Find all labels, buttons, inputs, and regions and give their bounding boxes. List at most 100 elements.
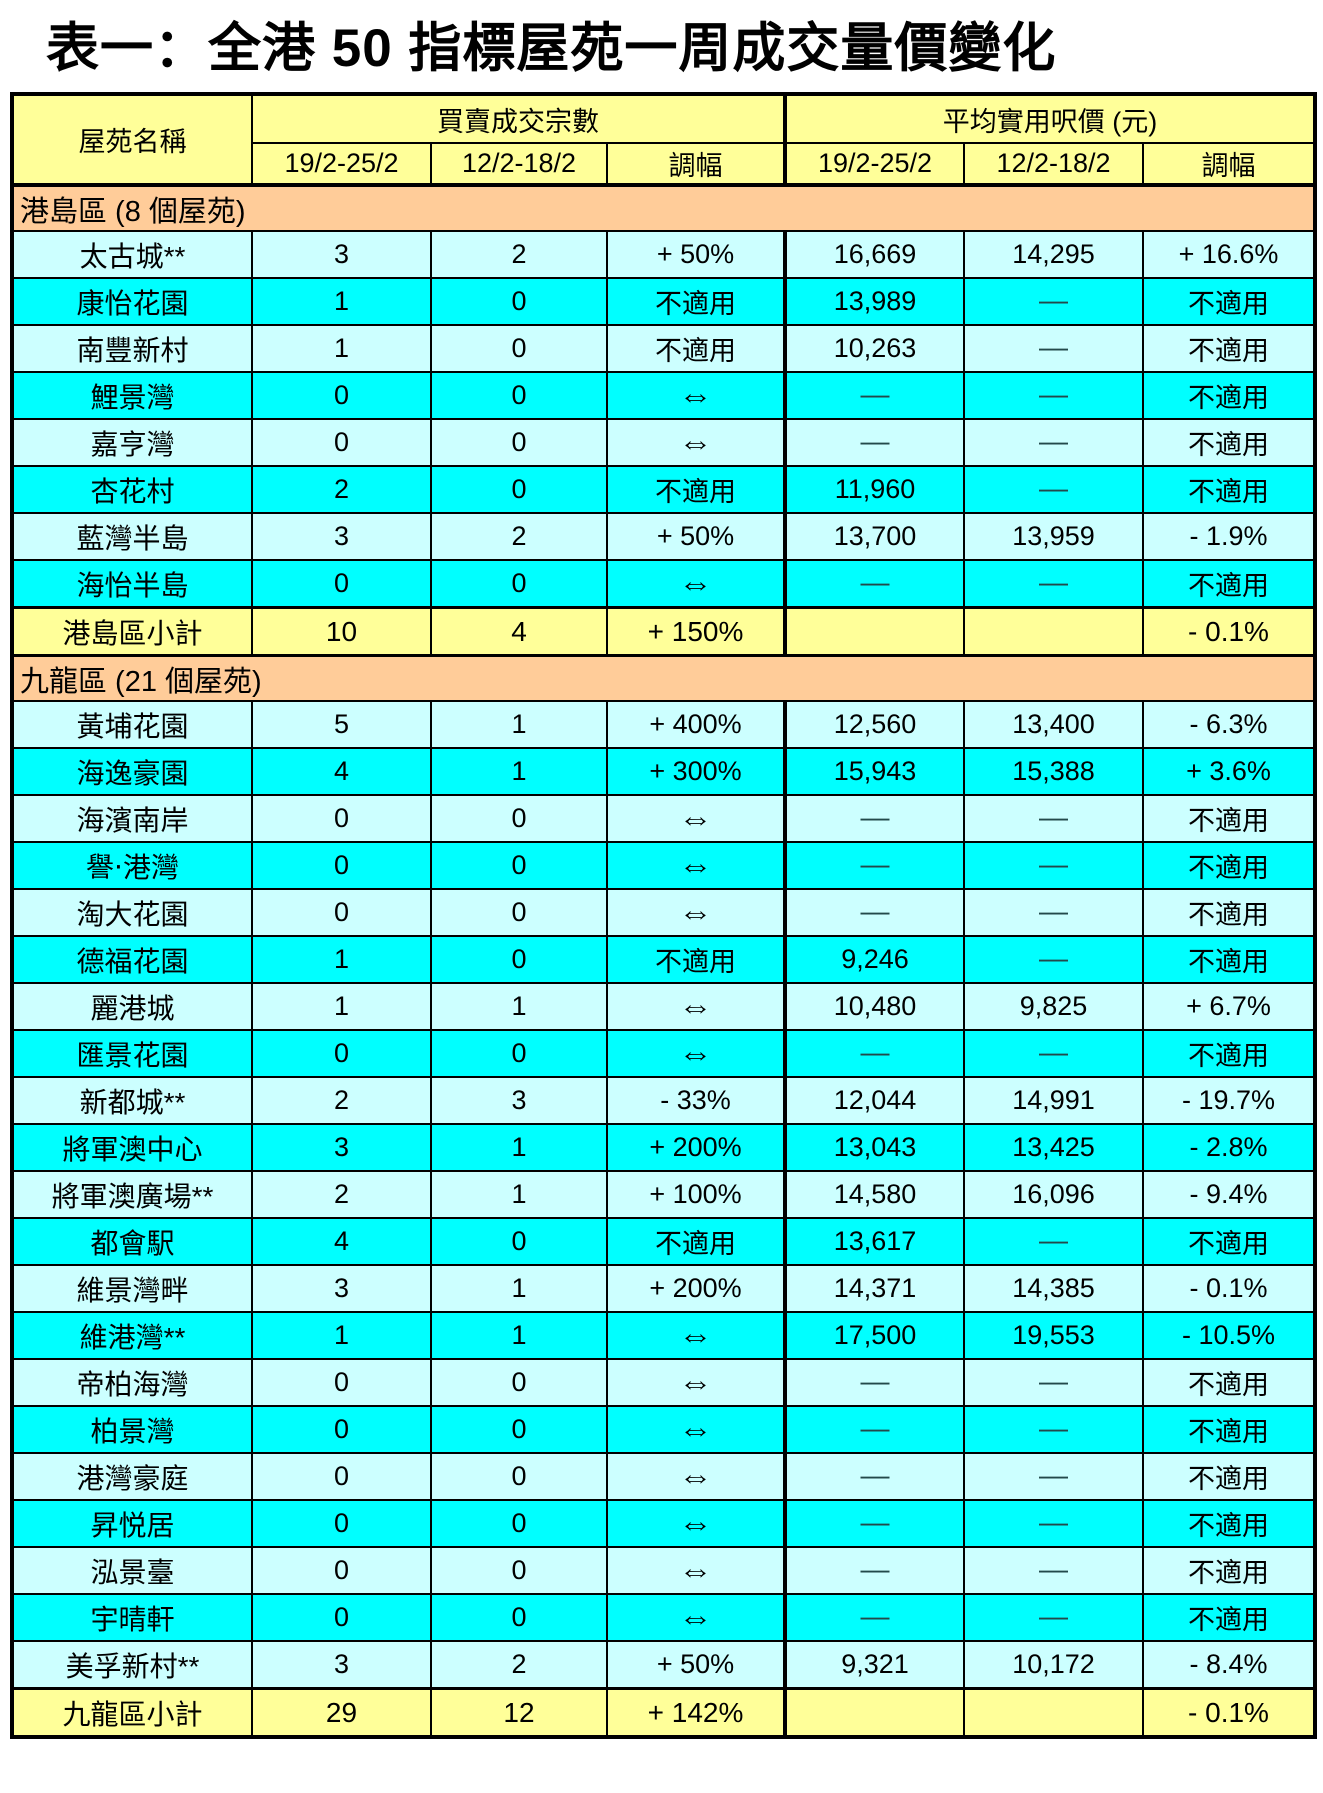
price-current-cell bbox=[783, 1687, 965, 1739]
estate-row: 昇悦居 0 0 ⇔ — — 不適用 bbox=[11, 1499, 1316, 1548]
deals-previous-cell: 0 bbox=[430, 559, 608, 609]
section-header-row: 九龍區 (21 個屋苑) bbox=[11, 654, 1316, 702]
deals-change-cell: + 50% bbox=[606, 1640, 786, 1690]
deals-current-cell: 0 bbox=[251, 1029, 432, 1078]
deals-previous-cell: 1 bbox=[430, 1123, 608, 1172]
price-previous-cell: — bbox=[963, 1029, 1144, 1078]
estate-name-cell: 海濱南岸 bbox=[11, 794, 253, 843]
estate-name-cell: 嘉亨灣 bbox=[11, 418, 253, 467]
estate-row: 港灣豪庭 0 0 ⇔ — — 不適用 bbox=[11, 1452, 1316, 1501]
price-current-cell: 13,989 bbox=[783, 277, 965, 326]
deals-group-header: 買賣成交宗數 bbox=[251, 93, 786, 144]
price-change-cell: 不適用 bbox=[1142, 1452, 1316, 1501]
deals-current-cell: 0 bbox=[251, 1405, 432, 1454]
deals-current-cell: 3 bbox=[251, 1264, 432, 1313]
deals-current-cell: 2 bbox=[251, 1076, 432, 1125]
price-current-cell: 10,263 bbox=[783, 324, 965, 373]
price-current-cell: 9,246 bbox=[783, 935, 965, 984]
price-change-cell: 不適用 bbox=[1142, 559, 1316, 609]
price-change-cell: 不適用 bbox=[1142, 1358, 1316, 1407]
deals-previous-cell: 2 bbox=[430, 512, 608, 561]
price-current-cell: 15,943 bbox=[783, 747, 965, 796]
deals-current-cell: 0 bbox=[251, 841, 432, 890]
price-previous-cell: — bbox=[963, 1405, 1144, 1454]
price-previous-cell: — bbox=[963, 1499, 1144, 1548]
estate-name-cell: 港灣豪庭 bbox=[11, 1452, 253, 1501]
price-previous-cell: — bbox=[963, 559, 1144, 609]
estate-row: 鯉景灣 0 0 ⇔ — — 不適用 bbox=[11, 371, 1316, 420]
price-group-header: 平均實用呎價 (元) bbox=[783, 93, 1316, 144]
estate-row: 維港灣** 1 1 ⇔ 17,500 19,553- 10.5% bbox=[11, 1311, 1316, 1360]
deals-current-cell: 0 bbox=[251, 1358, 432, 1407]
deals-previous-cell: 0 bbox=[430, 1546, 608, 1595]
deals-change-cell: ⇔ bbox=[606, 1311, 786, 1360]
deals-current-cell: 5 bbox=[251, 700, 432, 749]
deals-change-cell: 不適用 bbox=[606, 324, 786, 373]
deals-change-cell: 不適用 bbox=[606, 935, 786, 984]
price-current-cell: — bbox=[783, 1405, 965, 1454]
price-change-cell: - 6.3% bbox=[1142, 700, 1316, 749]
price-current-cell: 13,700 bbox=[783, 512, 965, 561]
deals-previous-cell: 0 bbox=[430, 371, 608, 420]
estate-name-cell: 新都城** bbox=[11, 1076, 253, 1125]
estate-name-cell: 將軍澳廣場** bbox=[11, 1170, 253, 1219]
price-current-cell: — bbox=[783, 418, 965, 467]
deals-previous-cell: 0 bbox=[430, 277, 608, 326]
deals-previous-cell: 0 bbox=[430, 841, 608, 890]
deals-previous-cell: 0 bbox=[430, 418, 608, 467]
estate-name-cell: 麗港城 bbox=[11, 982, 253, 1031]
deals-current-cell: 29 bbox=[251, 1687, 432, 1739]
deals-previous-cell: 12 bbox=[430, 1687, 608, 1739]
price-change-cell: 不適用 bbox=[1142, 418, 1316, 467]
deals-previous-cell: 0 bbox=[430, 1499, 608, 1548]
deals-current-cell: 3 bbox=[251, 512, 432, 561]
price-previous-cell: 19,553 bbox=[963, 1311, 1144, 1360]
price-previous-cell: 14,295 bbox=[963, 230, 1144, 279]
estate-name-cell: 泓景臺 bbox=[11, 1546, 253, 1595]
price-current-cell: — bbox=[783, 1546, 965, 1595]
price-change-cell: + 3.6% bbox=[1142, 747, 1316, 796]
price-current-cell: — bbox=[783, 1358, 965, 1407]
deals-change-cell: ⇔ bbox=[606, 1499, 786, 1548]
estate-row: 新都城** 2 3- 33% 12,044 14,991- 19.7% bbox=[11, 1076, 1316, 1125]
price-previous-cell: — bbox=[963, 794, 1144, 843]
deals-change-cell: + 200% bbox=[606, 1123, 786, 1172]
deals-previous-cell: 0 bbox=[430, 888, 608, 937]
estate-name-cell: 將軍澳中心 bbox=[11, 1123, 253, 1172]
price-current-cell bbox=[783, 606, 965, 657]
deals-current-cell: 2 bbox=[251, 1170, 432, 1219]
deals-change-cell: ⇔ bbox=[606, 418, 786, 467]
deals-current-cell: 0 bbox=[251, 1593, 432, 1642]
estate-name-cell: 柏景灣 bbox=[11, 1405, 253, 1454]
price-change-header: 調幅 bbox=[1142, 142, 1316, 187]
estate-row: 海怡半島 0 0 ⇔ — — 不適用 bbox=[11, 559, 1316, 609]
deals-current-cell: 3 bbox=[251, 1123, 432, 1172]
deals-change-cell: + 200% bbox=[606, 1264, 786, 1313]
price-change-cell: - 9.4% bbox=[1142, 1170, 1316, 1219]
deals-previous-cell: 0 bbox=[430, 1029, 608, 1078]
deals-change-cell: ⇔ bbox=[606, 1452, 786, 1501]
table-header-row-groups: 屋苑名稱 買賣成交宗數 平均實用呎價 (元) bbox=[11, 93, 1316, 187]
estate-name-cell: 帝柏海灣 bbox=[11, 1358, 253, 1407]
price-previous-cell bbox=[963, 1687, 1144, 1739]
deals-change-cell: ⇔ bbox=[606, 559, 786, 609]
price-current-cell: 12,044 bbox=[783, 1076, 965, 1125]
deals-current-cell: 3 bbox=[251, 1640, 432, 1690]
deals-previous-cell: 0 bbox=[430, 465, 608, 514]
estate-name-cell: 宇晴軒 bbox=[11, 1593, 253, 1642]
price-current-cell: — bbox=[783, 841, 965, 890]
estate-name-cell: 黃埔花園 bbox=[11, 700, 253, 749]
estate-row: 海逸豪園 4 1 + 300% 15,943 15,388 + 3.6% bbox=[11, 747, 1316, 796]
estate-name-cell: 美孚新村** bbox=[11, 1640, 253, 1690]
price-change-cell: - 10.5% bbox=[1142, 1311, 1316, 1360]
price-previous-cell: 10,172 bbox=[963, 1640, 1144, 1690]
price-previous-cell: 13,425 bbox=[963, 1123, 1144, 1172]
deals-period-previous-header: 12/2-18/2 bbox=[430, 142, 608, 187]
price-previous-cell: — bbox=[963, 935, 1144, 984]
deals-current-cell: 0 bbox=[251, 1452, 432, 1501]
deals-previous-cell: 1 bbox=[430, 1264, 608, 1313]
subtotal-row: 九龍區小計 29 12 + 142% - 0.1% bbox=[11, 1687, 1316, 1739]
estate-name-cell: 康怡花園 bbox=[11, 277, 253, 326]
price-current-cell: — bbox=[783, 559, 965, 609]
estate-row: 譽‧港灣 0 0 ⇔ — — 不適用 bbox=[11, 841, 1316, 890]
